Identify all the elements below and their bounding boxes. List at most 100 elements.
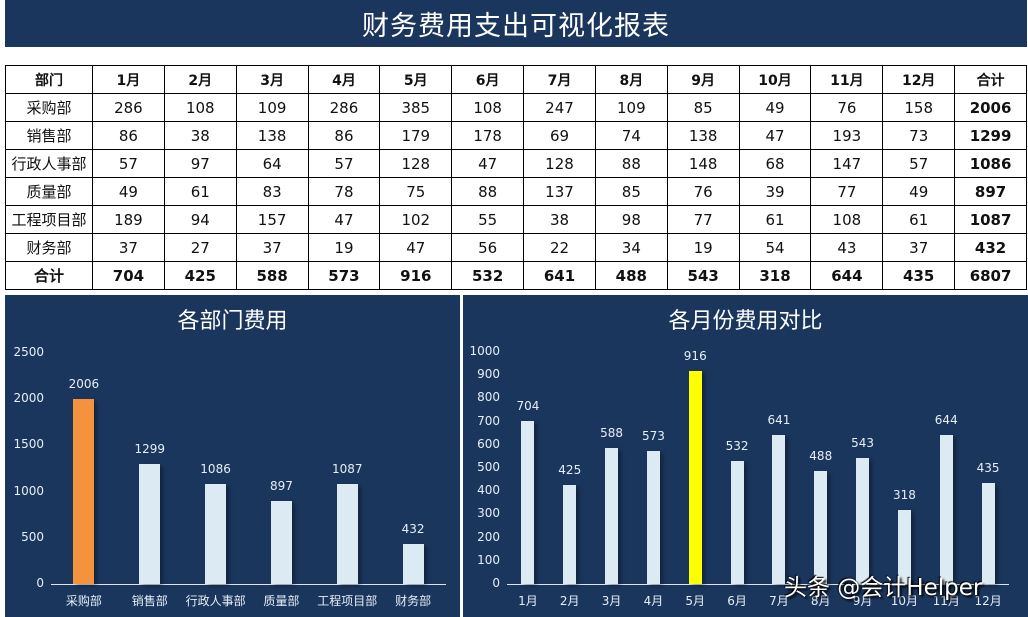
bar — [772, 435, 786, 584]
value-cell: 148 — [666, 149, 740, 178]
y-axis-tick: 300 — [477, 506, 500, 521]
data-label: 897 — [269, 479, 293, 494]
y-axis-tick: 1000 — [469, 344, 500, 358]
value-cell: 37 — [882, 233, 956, 262]
column-header: 2月 — [163, 65, 237, 94]
value-cell: 88 — [451, 177, 525, 206]
x-axis-category: 6月 — [727, 594, 747, 608]
x-axis-category: 财务部 — [395, 594, 432, 608]
value-cell: 385 — [379, 93, 453, 122]
column-header: 12月 — [882, 65, 956, 94]
value-cell: 37 — [92, 233, 165, 262]
value-cell: 49 — [882, 177, 956, 206]
month-total-cell: 318 — [738, 261, 812, 290]
value-cell: 49 — [738, 93, 812, 122]
data-label: 704 — [516, 398, 540, 413]
row-total-cell: 1087 — [954, 205, 1027, 234]
total-row: 合计 704 425 588 573 916 532 641 488 543 318 644 435 68… — [5, 261, 1027, 290]
value-cell: 73 — [882, 121, 956, 150]
value-cell: 88 — [594, 149, 668, 178]
value-cell: 138 — [235, 121, 309, 150]
value-cell: 85 — [594, 177, 668, 206]
value-cell: 56 — [451, 233, 525, 262]
row-total-cell: 432 — [954, 233, 1027, 262]
y-axis-tick: 400 — [477, 483, 500, 498]
table-row: 采购部 286 108 109 286 385 108 247 109 85 49 76 158 2006 — [5, 93, 1027, 122]
x-axis-category: 2月 — [559, 594, 580, 608]
value-cell: 38 — [523, 205, 596, 234]
value-cell: 128 — [379, 149, 453, 178]
value-cell: 75 — [379, 177, 453, 206]
value-cell: 78 — [307, 177, 381, 206]
value-cell: 39 — [738, 177, 812, 206]
value-cell: 47 — [307, 205, 381, 234]
value-cell: 286 — [307, 93, 381, 122]
department-expense-chart: 各部门费用 0 500 1000 1500 2000 2500 2006 采购部 1299 销售部… — [5, 295, 460, 617]
value-cell: 55 — [451, 205, 525, 234]
table-row: 工程项目部 189 94 157 47 102 55 38 98 77 61 108 61 1087 — [5, 205, 1027, 234]
data-label: 543 — [851, 436, 875, 451]
value-cell: 147 — [810, 149, 884, 178]
row-total-cell: 1299 — [954, 121, 1027, 150]
value-cell: 85 — [666, 93, 740, 122]
value-cell: 19 — [307, 233, 381, 262]
value-cell: 86 — [92, 121, 165, 150]
bar — [73, 398, 95, 584]
data-label: 644 — [934, 412, 958, 427]
row-total-cell: 2006 — [954, 93, 1027, 122]
value-cell: 47 — [738, 121, 812, 150]
dept-cell: 质量部 — [5, 177, 93, 206]
data-label: 432 — [401, 522, 425, 537]
bar — [939, 434, 953, 584]
month-total-cell: 543 — [666, 261, 740, 290]
value-cell: 158 — [882, 93, 956, 122]
month-total-cell: 644 — [810, 261, 884, 290]
value-cell: 83 — [235, 177, 309, 206]
x-axis-category: 销售部 — [131, 594, 168, 608]
x-axis-category: 4月 — [643, 594, 664, 608]
value-cell: 54 — [738, 233, 812, 262]
x-axis-line — [507, 584, 1009, 585]
value-cell: 43 — [810, 233, 884, 262]
data-label: 573 — [641, 429, 665, 444]
monthly-expense-chart: 各月份费用对比 0 100 200 300 400 500 600 700 800 900 1000… — [463, 295, 1028, 617]
y-axis-tick: 2000 — [13, 391, 44, 406]
bar — [521, 420, 535, 584]
value-cell: 61 — [882, 205, 956, 234]
value-cell: 94 — [163, 205, 237, 234]
value-cell: 137 — [523, 177, 596, 206]
bar — [139, 463, 161, 584]
expense-table: 部门 1月 2月 3月 4月 5月 6月 7月 8月 9月 10月 11月 12月 合计 采购部 286 10… — [5, 65, 1027, 290]
y-axis-tick: 1500 — [13, 437, 44, 452]
table-row: 财务部 37 27 37 19 47 56 22 34 19 54 43 37 432 — [5, 233, 1027, 262]
month-total-cell: 532 — [451, 261, 525, 290]
data-label: 1299 — [134, 441, 166, 456]
x-axis-category: 10月 — [890, 594, 919, 608]
dept-cell: 销售部 — [5, 121, 93, 150]
value-cell: 34 — [594, 233, 668, 262]
column-header: 4月 — [307, 65, 381, 94]
value-cell: 77 — [666, 205, 740, 234]
value-cell: 77 — [810, 177, 884, 206]
dept-cell: 财务部 — [5, 233, 93, 262]
x-axis-category: 7月 — [769, 594, 789, 608]
table-header-row: 部门 1月 2月 3月 4月 5月 6月 7月 8月 9月 10月 11月 12月 合计 — [5, 65, 1027, 94]
x-axis-category: 9月 — [852, 594, 873, 608]
value-cell: 74 — [594, 121, 668, 150]
data-label: 916 — [683, 349, 707, 364]
column-header: 10月 — [738, 65, 812, 94]
column-header: 6月 — [451, 65, 525, 94]
column-header: 9月 — [666, 65, 740, 94]
value-cell: 178 — [451, 121, 525, 150]
bar — [897, 510, 911, 584]
value-cell: 38 — [163, 121, 237, 150]
value-cell: 247 — [523, 93, 596, 122]
month-total-cell: 425 — [163, 261, 237, 290]
bar — [688, 371, 702, 584]
data-label: 318 — [892, 488, 916, 503]
value-cell: 86 — [307, 121, 381, 150]
bar — [336, 483, 358, 584]
y-axis-tick: 700 — [477, 413, 500, 428]
value-cell: 47 — [379, 233, 453, 262]
total-label-cell: 合计 — [5, 261, 93, 290]
